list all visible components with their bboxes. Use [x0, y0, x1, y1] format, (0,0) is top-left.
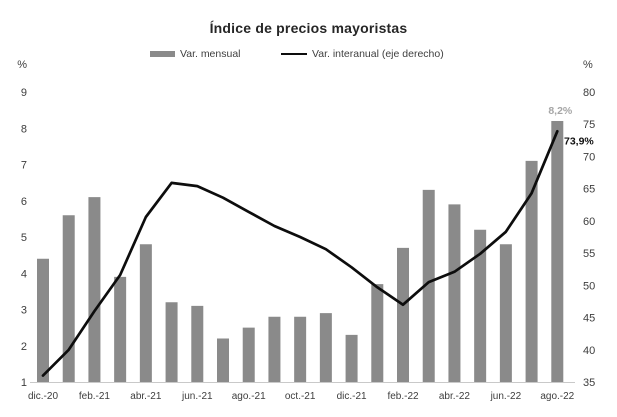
bar-feb.-22 — [397, 247, 410, 382]
bar-feb.-21 — [88, 197, 101, 382]
left-axis-tick: 1 — [21, 377, 27, 389]
x-axis-tick: ago.-21 — [232, 391, 266, 402]
left-axis-unit: % — [17, 59, 27, 71]
bar-swatch-icon — [150, 51, 175, 57]
left-axis-tick: 9 — [21, 87, 27, 99]
line-swatch-icon — [281, 52, 307, 56]
right-axis-tick: 40 — [583, 345, 595, 357]
bar-nov.-21 — [319, 313, 332, 382]
legend-item-yoy: Var. interanual (eje derecho) — [281, 47, 444, 61]
bar-jun.-21 — [191, 305, 204, 382]
right-axis-tick: 35 — [583, 377, 595, 389]
x-axis-tick: abr.-22 — [439, 391, 471, 402]
bar-dic.-21 — [345, 334, 358, 382]
bar-jul.-22 — [525, 160, 538, 382]
bar-may.-21 — [165, 302, 178, 382]
bar-mar.-22 — [422, 189, 435, 382]
bar-ene.-22 — [371, 284, 384, 382]
right-axis-tick: 70 — [583, 151, 595, 163]
bar-abr.-21 — [139, 244, 152, 382]
bar-may.-22 — [474, 229, 487, 382]
bar-ene.-21 — [62, 215, 75, 382]
yoy-line — [41, 129, 559, 377]
line-value-annotation: 73,9% — [564, 135, 594, 147]
bar-dic.-20 — [37, 258, 49, 382]
x-axis-tick: abr.-21 — [130, 391, 162, 402]
left-axis-tick: 4 — [21, 268, 27, 280]
x-axis-tick: jun.-22 — [490, 391, 522, 402]
x-axis-tick: dic.-21 — [337, 391, 367, 402]
legend-yoy-label: Var. interanual (eje derecho) — [312, 48, 444, 60]
right-axis-tick: 60 — [583, 216, 595, 228]
bar-ago.-22 — [551, 121, 564, 382]
right-axis-tick: 50 — [583, 280, 595, 292]
bar-oct.-21 — [294, 316, 307, 382]
chart-title: Índice de precios mayoristas — [209, 20, 408, 36]
right-axis-tick: 80 — [583, 87, 595, 99]
right-axis-tick: 75 — [583, 119, 595, 131]
x-axis-tick: jun.-21 — [181, 391, 213, 402]
bar-ago.-21 — [242, 327, 255, 382]
right-axis-unit: % — [583, 59, 593, 71]
left-axis-tick: 5 — [21, 232, 27, 244]
left-axis-tick: 2 — [21, 341, 27, 353]
bar-jun.-22 — [499, 244, 512, 382]
left-axis-tick: 7 — [21, 160, 27, 172]
x-axis-tick: ago.-22 — [540, 391, 574, 402]
bar-mar.-21 — [114, 276, 127, 382]
right-axis-tick: 55 — [583, 248, 595, 260]
x-axis-tick: feb.-22 — [387, 391, 419, 402]
right-axis-tick: 65 — [583, 184, 595, 196]
bar-value-annotation: 8,2% — [548, 105, 573, 117]
bar-jul.-21 — [217, 338, 230, 382]
x-axis-tick: feb.-21 — [79, 391, 111, 402]
bar-sep.-21 — [268, 316, 281, 382]
bar-abr.-22 — [448, 204, 461, 382]
legend-monthly-label: Var. mensual — [180, 48, 241, 60]
x-axis-tick: dic.-20 — [28, 391, 58, 402]
legend-item-monthly: Var. mensual — [150, 47, 241, 61]
left-axis-tick: 3 — [21, 305, 27, 317]
left-axis-tick: 6 — [21, 196, 27, 208]
left-axis-tick: 8 — [21, 123, 27, 135]
right-axis-tick: 45 — [583, 313, 595, 325]
x-axis-tick: oct.-21 — [285, 391, 316, 402]
